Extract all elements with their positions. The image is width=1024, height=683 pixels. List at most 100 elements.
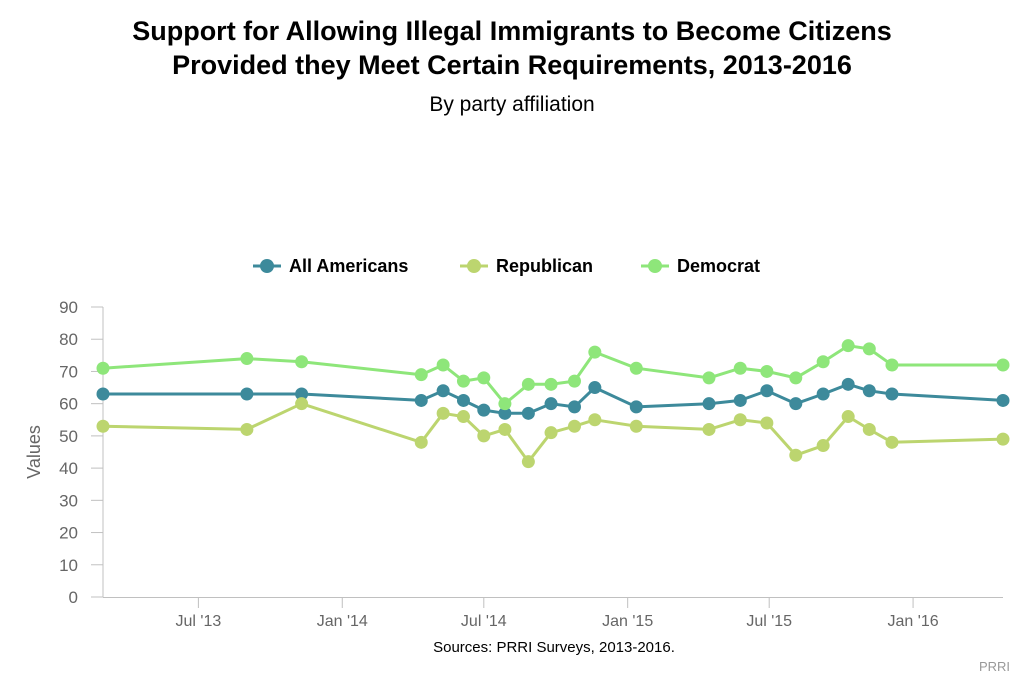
data-point-republican[interactable] <box>568 419 582 433</box>
data-point-democrat[interactable] <box>996 358 1010 372</box>
data-point-republican[interactable] <box>760 416 774 430</box>
data-point-all-americans[interactable] <box>240 387 254 401</box>
legend-item-democrat[interactable]: Democrat <box>641 256 760 276</box>
data-point-all-americans[interactable] <box>477 403 491 417</box>
data-point-democrat[interactable] <box>629 361 643 375</box>
data-point-democrat[interactable] <box>436 358 450 372</box>
y-tick-label: 50 <box>59 427 78 446</box>
series-lines <box>96 339 1010 469</box>
data-point-all-americans[interactable] <box>456 393 470 407</box>
data-point-republican[interactable] <box>96 419 110 433</box>
data-point-republican[interactable] <box>996 432 1010 446</box>
y-tick-label: 90 <box>59 298 78 317</box>
data-point-republican[interactable] <box>702 422 716 436</box>
y-tick-label: 0 <box>69 588 78 607</box>
data-point-republican[interactable] <box>789 448 803 462</box>
legend-item-all-americans[interactable]: All Americans <box>253 256 408 276</box>
y-tick-label: 30 <box>59 491 78 510</box>
data-point-republican[interactable] <box>436 406 450 420</box>
legend-label: Republican <box>496 256 593 276</box>
data-point-republican[interactable] <box>862 422 876 436</box>
chart-legend[interactable]: All Americans Republican Democrat <box>253 256 760 276</box>
data-point-democrat[interactable] <box>588 345 602 359</box>
data-point-republican[interactable] <box>544 426 558 440</box>
x-tick-label: Jan '16 <box>888 613 939 630</box>
data-point-democrat[interactable] <box>816 355 830 369</box>
data-point-democrat[interactable] <box>96 361 110 375</box>
data-point-all-americans[interactable] <box>568 400 582 414</box>
data-point-republican[interactable] <box>629 419 643 433</box>
data-point-all-americans[interactable] <box>544 397 558 411</box>
chart-credit: PRRI <box>978 659 1010 674</box>
data-point-republican[interactable] <box>521 455 535 469</box>
data-point-democrat[interactable] <box>789 371 803 385</box>
data-point-all-americans[interactable] <box>733 393 747 407</box>
data-point-democrat[interactable] <box>414 368 428 382</box>
data-point-republican[interactable] <box>498 422 512 436</box>
series-all-americans <box>103 382 1004 415</box>
data-point-democrat[interactable] <box>702 371 716 385</box>
y-tick-label: 70 <box>59 362 78 381</box>
data-point-democrat[interactable] <box>760 364 774 378</box>
legend-item-republican[interactable]: Republican <box>460 256 593 276</box>
data-point-democrat[interactable] <box>544 377 558 391</box>
legend-swatch-marker <box>648 259 662 273</box>
y-tick-label: 80 <box>59 330 78 349</box>
x-tick-label: Jan '14 <box>317 613 368 630</box>
data-point-all-americans[interactable] <box>702 397 716 411</box>
series-markers-democrat <box>96 339 1010 411</box>
data-point-all-americans[interactable] <box>629 400 643 414</box>
data-point-all-americans[interactable] <box>295 387 309 401</box>
y-tick-label: 40 <box>59 459 78 478</box>
data-point-republican[interactable] <box>885 435 899 449</box>
series-line-democrat <box>102 344 1003 406</box>
x-tick-label: Jul '13 <box>176 613 222 630</box>
data-point-democrat[interactable] <box>521 377 535 391</box>
data-point-all-americans[interactable] <box>996 393 1010 407</box>
legend-label: Democrat <box>677 256 760 276</box>
data-point-republican[interactable] <box>456 410 470 424</box>
chart-axes: 0 10 20 30 40 50 60 70 80 90 Values Jul '13 Jan '14 J… <box>24 298 1003 630</box>
data-point-republican[interactable] <box>588 413 602 427</box>
data-point-democrat[interactable] <box>240 352 254 366</box>
x-tick-label: Jan '15 <box>602 613 653 630</box>
y-axis-title: Values <box>24 425 44 479</box>
x-tick-label: Jul '15 <box>746 613 792 630</box>
chart-source: Sources: PRRI Surveys, 2013-2016. <box>433 639 675 656</box>
data-point-all-americans[interactable] <box>498 406 512 420</box>
data-point-democrat[interactable] <box>862 342 876 356</box>
data-point-democrat[interactable] <box>456 374 470 388</box>
data-point-all-americans[interactable] <box>96 387 110 401</box>
data-point-democrat[interactable] <box>733 361 747 375</box>
data-point-all-americans[interactable] <box>760 384 774 398</box>
series-republican <box>102 402 1004 464</box>
data-point-republican[interactable] <box>414 435 428 449</box>
data-point-all-americans[interactable] <box>521 406 535 420</box>
data-point-republican[interactable] <box>295 397 309 411</box>
data-point-all-americans[interactable] <box>414 393 428 407</box>
data-point-democrat[interactable] <box>841 339 855 353</box>
data-point-democrat[interactable] <box>477 371 491 385</box>
data-point-republican[interactable] <box>816 439 830 453</box>
y-tick-label: 20 <box>59 524 78 543</box>
data-point-republican[interactable] <box>841 410 855 424</box>
data-point-republican[interactable] <box>733 413 747 427</box>
data-point-republican[interactable] <box>240 422 254 436</box>
series-line-all-americans <box>103 382 1004 415</box>
data-point-democrat[interactable] <box>498 397 512 411</box>
data-point-all-americans[interactable] <box>885 387 899 401</box>
legend-swatch-marker <box>260 259 274 273</box>
data-point-all-americans[interactable] <box>789 397 803 411</box>
series-democrat <box>102 344 1003 406</box>
data-point-democrat[interactable] <box>295 355 309 369</box>
series-markers-republican <box>96 397 1010 469</box>
legend-label: All Americans <box>289 256 408 276</box>
data-point-all-americans[interactable] <box>841 377 855 391</box>
data-point-democrat[interactable] <box>568 374 582 388</box>
data-point-all-americans[interactable] <box>816 387 830 401</box>
data-point-all-americans[interactable] <box>862 384 876 398</box>
data-point-all-americans[interactable] <box>588 381 602 395</box>
data-point-democrat[interactable] <box>885 358 899 372</box>
data-point-republican[interactable] <box>477 429 491 443</box>
data-point-all-americans[interactable] <box>436 384 450 398</box>
